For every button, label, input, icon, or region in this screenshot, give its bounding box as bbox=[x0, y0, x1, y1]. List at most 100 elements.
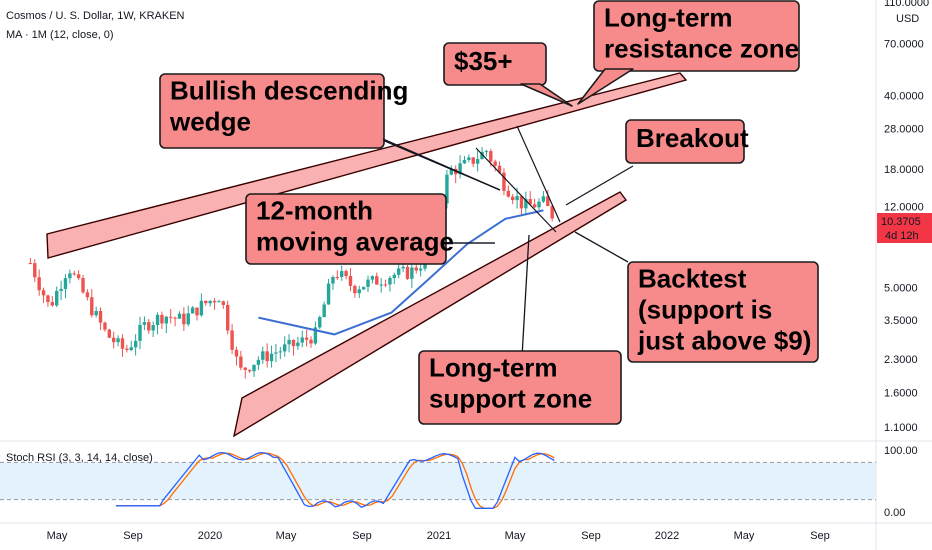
rsi-legend: Stoch RSI (3, 3, 14, 14, close) bbox=[6, 452, 153, 464]
candle-body bbox=[59, 288, 63, 291]
symbol-legend: Cosmos / U. S. Dollar, 1W, KRAKEN bbox=[6, 10, 185, 22]
candle-body bbox=[515, 196, 519, 201]
candle-body bbox=[217, 301, 221, 303]
candle-body bbox=[28, 263, 33, 265]
candle-body bbox=[502, 172, 506, 191]
candle-body bbox=[239, 356, 243, 368]
candle-body bbox=[37, 277, 41, 291]
candle-body bbox=[173, 317, 177, 319]
candle-body bbox=[269, 353, 274, 362]
candle-body bbox=[274, 352, 278, 354]
resistance-text-line: Long-term bbox=[604, 3, 733, 33]
candle-body bbox=[462, 160, 467, 164]
wedge-lower-line bbox=[475, 147, 557, 233]
candle-body bbox=[33, 263, 37, 278]
backtest-text-line: Backtest bbox=[638, 264, 747, 294]
candle-body bbox=[234, 349, 239, 357]
candle-body bbox=[484, 151, 489, 153]
candle-body bbox=[256, 359, 261, 365]
candle-body bbox=[287, 339, 291, 345]
rsi-tick-label: 0.00 bbox=[884, 507, 905, 519]
candle-body bbox=[480, 151, 484, 160]
wedge-box bbox=[159, 73, 385, 149]
candle-body bbox=[186, 313, 190, 325]
wedge-text-line: Bullish descending bbox=[170, 76, 408, 106]
candle-body bbox=[335, 277, 340, 279]
candle-body bbox=[532, 204, 537, 208]
candle-body bbox=[41, 290, 46, 296]
price-tick-label: 2.3000 bbox=[884, 354, 918, 366]
backtest-text-line: (support is bbox=[638, 295, 772, 325]
candle-body bbox=[283, 344, 287, 352]
candle-body bbox=[190, 307, 195, 314]
candle-body bbox=[550, 206, 554, 219]
candle-body bbox=[199, 300, 204, 316]
candle-body bbox=[76, 274, 81, 279]
candle-body bbox=[50, 302, 55, 306]
candle-body bbox=[261, 351, 265, 360]
candle-body bbox=[195, 307, 199, 316]
time-tick-label: May bbox=[734, 530, 755, 542]
support-pointer bbox=[521, 234, 530, 358]
candle-body bbox=[226, 304, 230, 331]
breakout-callout: Breakout bbox=[625, 119, 749, 164]
time-tick-label: 2021 bbox=[427, 530, 451, 542]
candle-body bbox=[401, 266, 405, 269]
candle-body bbox=[392, 274, 397, 279]
price-tick-label: 40.0000 bbox=[884, 90, 924, 102]
candle-body bbox=[506, 190, 511, 197]
candle-body bbox=[147, 322, 151, 331]
candle-body bbox=[55, 290, 59, 306]
price-badge-countdown: 4d 12h bbox=[885, 230, 919, 242]
candle-body bbox=[278, 351, 283, 353]
candle-body bbox=[247, 369, 252, 372]
candle-body bbox=[445, 174, 449, 204]
candle-body bbox=[129, 347, 133, 350]
candle-body bbox=[405, 266, 410, 279]
price-tick-label: 1.6000 bbox=[884, 387, 918, 399]
candle-body bbox=[72, 273, 76, 275]
price-tick-label: 70.0000 bbox=[884, 39, 924, 51]
candle-body bbox=[344, 271, 348, 277]
price-tick-label: 5.0000 bbox=[884, 282, 918, 294]
breakout-text-line: Breakout bbox=[636, 123, 749, 153]
candle-body bbox=[112, 337, 116, 343]
support-text-line: Long-term bbox=[429, 353, 558, 383]
candle-body bbox=[133, 340, 138, 348]
candle-body bbox=[103, 322, 107, 330]
rsi-band bbox=[0, 462, 876, 500]
price-badge-bg bbox=[877, 213, 932, 243]
candle-body bbox=[243, 367, 247, 370]
candle-body bbox=[511, 196, 515, 201]
time-tick-label: 2022 bbox=[655, 530, 679, 542]
candle-body bbox=[151, 325, 155, 331]
candle-body bbox=[493, 161, 497, 166]
candle-body bbox=[471, 157, 475, 164]
target-tail bbox=[520, 83, 573, 107]
time-tick-label: Sep bbox=[123, 530, 143, 542]
candle-body bbox=[467, 157, 471, 161]
backtest-pointer bbox=[574, 231, 629, 263]
candle-body bbox=[63, 278, 68, 289]
candle-body bbox=[120, 338, 125, 349]
wedge-upper-line bbox=[516, 125, 561, 223]
candle-body bbox=[90, 297, 94, 316]
candle-body bbox=[414, 267, 418, 271]
time-tick-label: 2020 bbox=[198, 530, 222, 542]
candle-body bbox=[313, 327, 318, 344]
candle-body bbox=[116, 338, 120, 343]
candle-body bbox=[331, 277, 335, 284]
ma-text-line: 12-month bbox=[256, 196, 373, 226]
candle-body bbox=[208, 300, 212, 304]
candle-body bbox=[357, 289, 361, 294]
candle-body bbox=[182, 313, 186, 325]
candle-body bbox=[361, 286, 366, 290]
rsi-k-line bbox=[115, 451, 555, 509]
candle-body bbox=[155, 314, 160, 326]
ma-legend: MA · 1M (12, close, 0) bbox=[6, 29, 114, 41]
